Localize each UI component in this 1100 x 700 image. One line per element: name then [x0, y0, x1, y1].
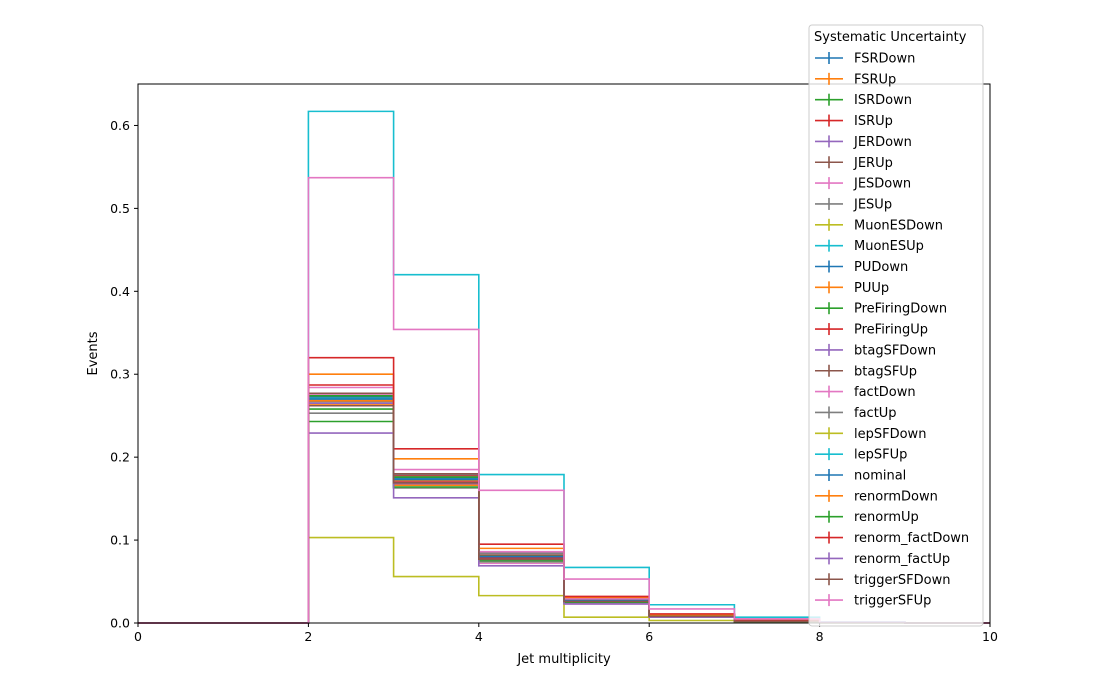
legend-item-factDown: factDown — [815, 385, 916, 400]
legend-item-PreFiringUp: PreFiringUp — [815, 323, 928, 338]
legend-item-renorm_factUp: renorm_factUp — [815, 552, 950, 567]
legend-item-JERDown: JERDown — [815, 135, 912, 150]
legend-label: lepSFUp — [854, 448, 907, 463]
legend-label: MuonESDown — [854, 218, 943, 233]
legend-label: JERDown — [853, 135, 912, 150]
legend-label: factDown — [854, 385, 916, 400]
legend-title: Systematic Uncertainty — [814, 30, 967, 45]
legend-label: nominal — [854, 469, 906, 484]
legend-item-PUDown: PUDown — [815, 260, 908, 275]
y-tick-label: 0.0 — [110, 616, 130, 631]
x-tick-label: 6 — [645, 629, 653, 644]
legend-item-MuonESDown: MuonESDown — [815, 218, 943, 233]
legend-item-ISRUp: ISRUp — [815, 114, 893, 129]
legend-item-lepSFUp: lepSFUp — [815, 448, 907, 463]
legend-label: renormUp — [854, 510, 919, 525]
legend-item-triggerSFUp: triggerSFUp — [815, 594, 931, 609]
legend-label: factUp — [854, 406, 897, 421]
y-tick-label: 0.5 — [110, 201, 130, 216]
legend-item-ISRDown: ISRDown — [815, 93, 912, 108]
legend-label: FSRDown — [854, 52, 915, 67]
legend-items: FSRDown FSRUp ISRDown ISRUp JERDown JERUp JESD… — [815, 52, 969, 609]
legend-item-MuonESUp: MuonESUp — [815, 239, 924, 254]
x-axis-label: Jet multiplicity — [516, 652, 611, 667]
legend-item-lepSFDown: lepSFDown — [815, 427, 926, 442]
legend-item-triggerSFDown: triggerSFDown — [815, 573, 950, 588]
x-tick-label: 10 — [982, 629, 998, 644]
x-tick-label: 0 — [134, 629, 142, 644]
ticks-layer: 0 2 4 6 8 10 0.0 0.1 0.2 0.3 0.4 0.5 0.6 — [110, 118, 998, 644]
legend-label: lepSFDown — [854, 427, 926, 442]
y-tick-label: 0.3 — [110, 367, 130, 382]
y-axis-label: Events — [86, 331, 101, 375]
legend-item-PreFiringDown: PreFiringDown — [815, 302, 947, 317]
legend-box — [808, 24, 984, 627]
legend-label: JERUp — [853, 156, 893, 171]
legend-label: PUUp — [854, 281, 889, 296]
legend-item-FSRUp: FSRUp — [815, 72, 896, 87]
x-tick-label: 2 — [304, 629, 312, 644]
legend-item-renorm_factDown: renorm_factDown — [815, 531, 969, 546]
legend-label: JESDown — [853, 177, 911, 192]
legend-label: ISRDown — [854, 93, 912, 108]
legend-item-btagSFDown: btagSFDown — [815, 343, 936, 358]
legend-label: triggerSFDown — [854, 573, 950, 588]
legend-item-JESDown: JESDown — [815, 177, 911, 192]
legend-item-btagSFUp: btagSFUp — [815, 364, 917, 379]
legend-item-factUp: factUp — [815, 406, 897, 421]
x-tick-label: 8 — [816, 629, 824, 644]
legend-label: renormDown — [854, 489, 938, 504]
legend-label: PUDown — [854, 260, 908, 275]
x-tick-label: 4 — [475, 629, 483, 644]
legend-item-PUUp: PUUp — [815, 281, 889, 296]
legend-item-renormDown: renormDown — [815, 489, 938, 504]
legend-label: btagSFUp — [854, 364, 917, 379]
legend-label: btagSFDown — [854, 343, 936, 358]
legend-item-JERUp: JERUp — [815, 156, 893, 171]
legend-label: renorm_factDown — [854, 531, 969, 546]
legend-label: MuonESUp — [854, 239, 924, 254]
legend-label: triggerSFUp — [854, 594, 931, 609]
legend-label: PreFiringDown — [854, 302, 947, 317]
axes-frame — [137, 83, 991, 624]
legend-item-JESUp: JESUp — [815, 197, 892, 212]
legend-item-nominal: nominal — [815, 469, 906, 484]
legend-item-renormUp: renormUp — [815, 510, 919, 525]
legend-label: PreFiringUp — [854, 323, 928, 338]
y-tick-label: 0.2 — [110, 450, 130, 465]
y-tick-label: 0.6 — [110, 118, 130, 133]
y-tick-label: 0.4 — [110, 284, 130, 299]
legend-label: FSRUp — [854, 72, 896, 87]
legend-label: JESUp — [853, 197, 892, 212]
legend-item-FSRDown: FSRDown — [815, 52, 915, 67]
legend: Systematic Uncertainty FSRDown FSRUp ISRDo… — [808, 24, 984, 627]
legend-label: renorm_factUp — [854, 552, 950, 567]
y-tick-label: 0.1 — [110, 533, 130, 548]
legend-label: ISRUp — [854, 114, 893, 129]
